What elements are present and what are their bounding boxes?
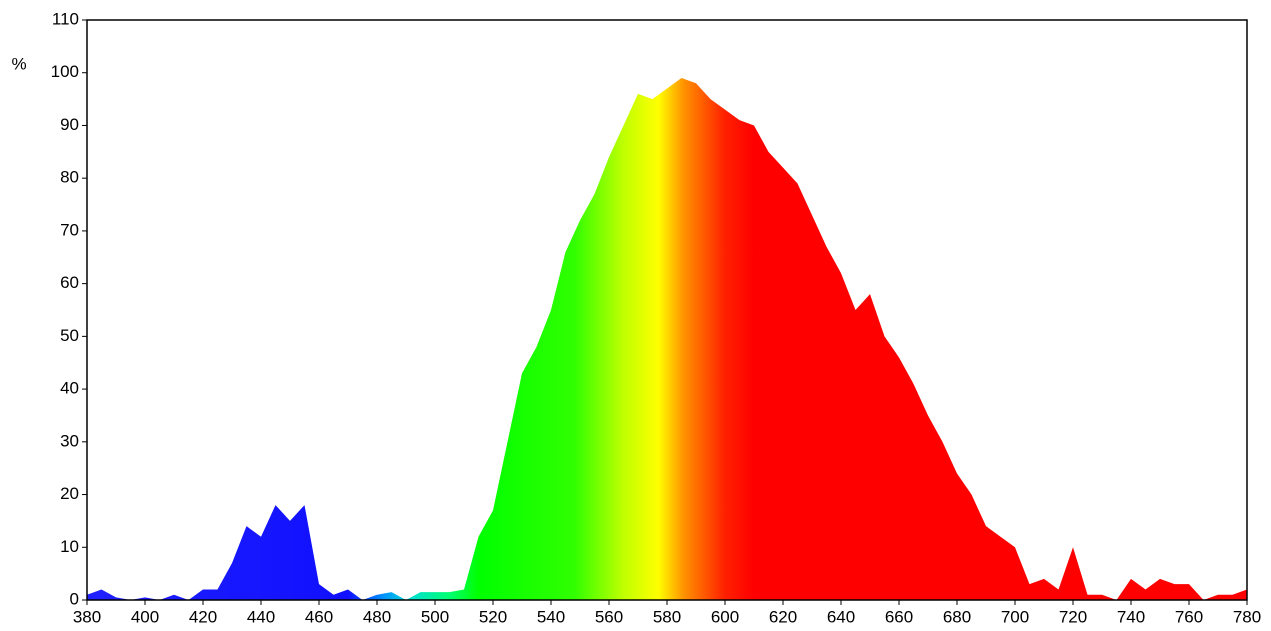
- y-tick-label: 100: [51, 62, 79, 81]
- x-tick-label: 600: [711, 607, 739, 626]
- x-tick-label: 540: [537, 607, 565, 626]
- x-tick-label: 480: [363, 607, 391, 626]
- y-tick-label: 10: [60, 537, 79, 556]
- y-tick-label: 70: [60, 220, 79, 239]
- x-tick-label: 780: [1233, 607, 1261, 626]
- spectrum-area: [87, 78, 1247, 600]
- x-tick-label: 380: [73, 607, 101, 626]
- x-tick-label: 560: [595, 607, 623, 626]
- x-tick-label: 620: [769, 607, 797, 626]
- x-tick-label: 640: [827, 607, 855, 626]
- x-tick-label: 400: [131, 607, 159, 626]
- x-tick-label: 700: [1001, 607, 1029, 626]
- x-tick-label: 520: [479, 607, 507, 626]
- y-axis-label: %: [11, 54, 26, 73]
- y-tick-label: 90: [60, 115, 79, 134]
- x-tick-label: 500: [421, 607, 449, 626]
- y-tick-label: 20: [60, 484, 79, 503]
- x-tick-label: 660: [885, 607, 913, 626]
- x-tick-label: 680: [943, 607, 971, 626]
- y-tick-label: 110: [52, 9, 79, 28]
- x-tick-label: 580: [653, 607, 681, 626]
- x-tick-label: 460: [305, 607, 333, 626]
- x-tick-label: 440: [247, 607, 275, 626]
- x-tick-label: 740: [1117, 607, 1145, 626]
- y-tick-label: 80: [60, 168, 79, 187]
- y-tick-label: 50: [60, 326, 79, 345]
- y-tick-label: 60: [60, 273, 79, 292]
- x-tick-label: 760: [1175, 607, 1203, 626]
- y-tick-label: 0: [70, 589, 79, 608]
- y-tick-label: 40: [60, 379, 79, 398]
- x-tick-label: 720: [1059, 607, 1087, 626]
- x-tick-label: 420: [189, 607, 217, 626]
- y-tick-label: 30: [60, 431, 79, 450]
